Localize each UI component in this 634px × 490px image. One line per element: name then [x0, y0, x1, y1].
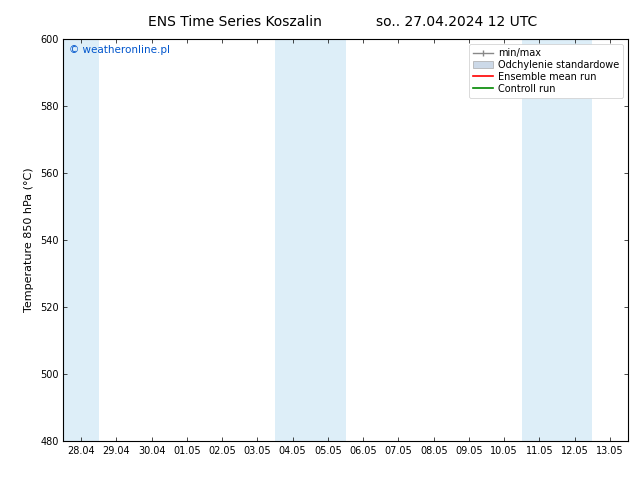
Bar: [522, 39, 592, 441]
Text: © weatheronline.pl: © weatheronline.pl: [69, 45, 170, 55]
Y-axis label: Temperature 850 hPa (°C): Temperature 850 hPa (°C): [24, 168, 34, 313]
Text: so.. 27.04.2024 12 UTC: so.. 27.04.2024 12 UTC: [376, 15, 537, 29]
Text: ENS Time Series Koszalin: ENS Time Series Koszalin: [148, 15, 321, 29]
Legend: min/max, Odchylenie standardowe, Ensemble mean run, Controll run: min/max, Odchylenie standardowe, Ensembl…: [469, 44, 623, 98]
Bar: [275, 39, 346, 441]
Bar: [63, 39, 99, 441]
